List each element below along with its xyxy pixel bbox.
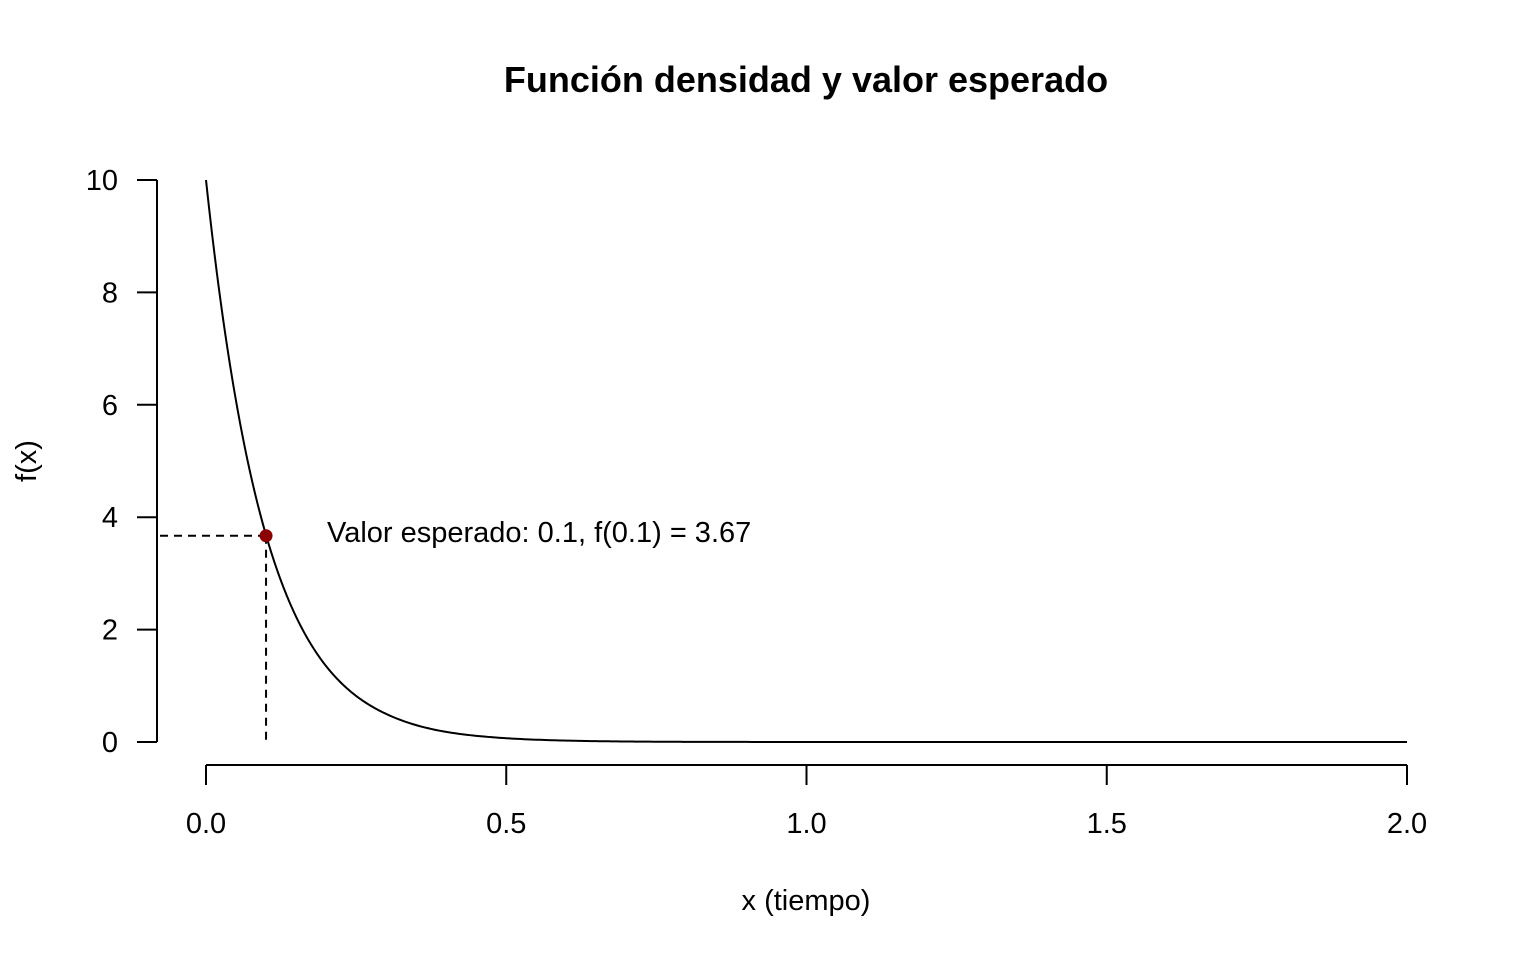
y-tick-label: 8 [102,277,118,309]
y-axis-label: f(x) [11,440,43,482]
chart-title: Función densidad y valor esperado [504,59,1108,100]
x-tick-label: 0.5 [486,808,526,840]
y-tick-label: 0 [102,727,118,759]
y-axis: 0 2 4 6 8 10 [86,165,158,759]
y-tick-label: 10 [86,165,118,197]
y-tick-label: 6 [102,390,118,422]
expected-value-annotation: Valor esperado: 0.1, f(0.1) = 3.67 [327,517,751,549]
expected-value-guides [160,534,268,742]
x-tick-label: 1.0 [786,808,826,840]
y-tick-label: 4 [102,502,118,534]
x-tick-label: 0.0 [186,808,226,840]
x-axis: 0.0 0.5 1.0 1.5 2.0 [186,764,1427,840]
expected-value-point [259,529,273,543]
series-group [205,179,1407,743]
y-tick-label: 2 [102,615,118,647]
density-curve [205,179,1407,743]
x-tick-label: 1.5 [1087,808,1127,840]
x-tick-label: 2.0 [1387,808,1427,840]
x-axis-label: x (tiempo) [742,885,871,917]
marker-group [259,529,273,543]
